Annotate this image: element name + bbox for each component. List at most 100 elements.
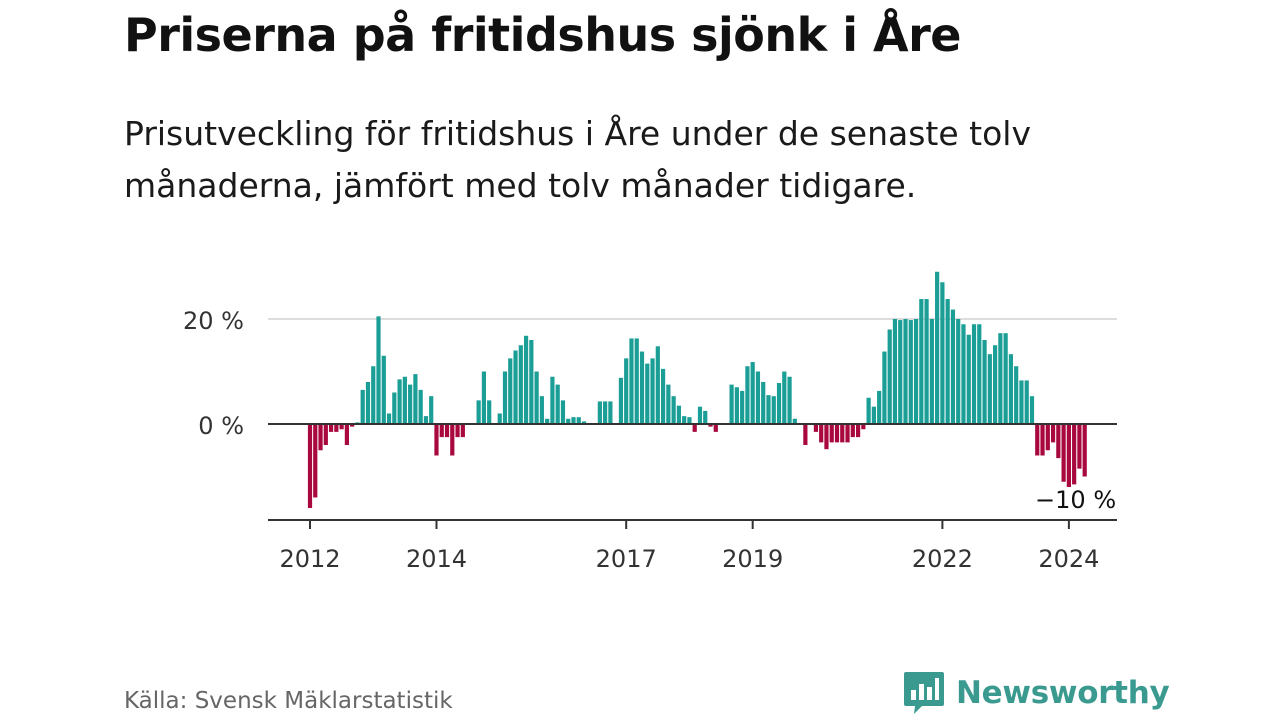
axes: [268, 423, 1117, 529]
bar: [971, 324, 977, 424]
bar: [645, 363, 650, 424]
bar: [344, 424, 349, 445]
bar: [529, 340, 534, 424]
bar: [487, 400, 492, 424]
x-tick-label: 2022: [912, 545, 973, 573]
bar: [940, 282, 945, 424]
bar: [824, 424, 829, 450]
bar: [481, 371, 487, 424]
bar: [1072, 424, 1077, 485]
bar: [502, 371, 508, 424]
bar: [318, 424, 323, 451]
bar-chart: 0 % 20 % 2012 2014 2017 2019 2022 2024 −10 %: [183, 271, 1117, 573]
bar: [434, 424, 439, 456]
bar: [982, 340, 987, 424]
bar: [871, 406, 876, 424]
bar: [560, 400, 566, 424]
source-note: Källa: Svensk Mäklarstatistik: [124, 688, 453, 714]
bar: [782, 371, 787, 424]
bar: [413, 374, 418, 424]
bar: [834, 424, 840, 443]
bar: [929, 319, 934, 424]
x-tick-label: 2019: [722, 545, 783, 573]
bar: [803, 424, 808, 445]
bar: [692, 424, 697, 432]
labels: 0 % 20 % 2012 2014 2017 2019 2022 2024 −10 %: [183, 307, 1116, 573]
bar: [1061, 424, 1066, 482]
bar: [634, 338, 639, 424]
bar: [350, 424, 355, 427]
bar: [913, 319, 919, 424]
bar: [840, 424, 845, 443]
newsworthy-logo-icon: [904, 672, 944, 714]
x-tick-label: 2017: [596, 545, 657, 573]
bar: [539, 396, 544, 424]
bar: [460, 424, 465, 438]
bar: [813, 424, 819, 432]
bar: [708, 424, 713, 427]
y-tick-label: 0 %: [198, 412, 244, 440]
last-value-label: −10 %: [1035, 486, 1116, 514]
bar: [903, 319, 908, 424]
bar: [608, 401, 613, 424]
chart-title: Priserna på fritidshus sjönk i Åre: [124, 8, 962, 62]
bar: [761, 382, 766, 424]
bar: [671, 396, 676, 424]
bar: [550, 376, 555, 424]
bar: [639, 351, 645, 424]
x-tick-label: 2024: [1038, 545, 1099, 573]
bar: [1066, 424, 1071, 487]
bar: [987, 354, 992, 424]
bars: [307, 271, 1087, 508]
bar: [998, 333, 1003, 424]
brand-name: Newsworthy: [956, 675, 1170, 711]
bar: [850, 424, 855, 438]
bar: [581, 421, 587, 424]
bar: [1045, 424, 1050, 451]
bar: [334, 424, 339, 432]
bar: [703, 410, 708, 424]
bar: [371, 366, 376, 424]
bar: [523, 335, 529, 424]
bar: [545, 418, 550, 424]
bar: [650, 358, 655, 424]
bar: [740, 390, 745, 424]
bar: [618, 377, 624, 424]
bar: [1019, 380, 1024, 424]
bar: [660, 368, 666, 424]
bar: [966, 334, 971, 424]
bar: [439, 424, 444, 438]
bar: [497, 413, 502, 424]
bar: [1050, 424, 1056, 443]
bar: [945, 299, 950, 424]
bar: [1003, 333, 1008, 424]
bar: [766, 395, 771, 424]
bar: [877, 390, 882, 424]
bar: [956, 319, 961, 424]
bar: [476, 400, 481, 424]
bar: [792, 418, 797, 424]
bar: [508, 358, 513, 424]
y-tick-label: 20 %: [183, 307, 244, 335]
bar: [307, 424, 313, 508]
bar: [392, 392, 397, 424]
bar: [935, 271, 940, 424]
bar: [1014, 366, 1019, 424]
bar: [376, 316, 381, 424]
bar: [866, 397, 871, 424]
bar: [887, 329, 892, 424]
bar: [450, 424, 455, 456]
bar: [1029, 396, 1035, 424]
bar: [950, 309, 956, 424]
bar: [518, 345, 523, 424]
bar: [845, 424, 850, 443]
x-tick-label: 2012: [279, 545, 340, 573]
bar: [323, 424, 328, 445]
brand-logo[interactable]: Newsworthy: [902, 670, 1170, 716]
bar: [1040, 424, 1045, 456]
bar: [655, 346, 660, 424]
bar: [408, 384, 413, 424]
bar: [629, 338, 634, 424]
bar: [993, 345, 998, 424]
bar: [455, 424, 460, 438]
